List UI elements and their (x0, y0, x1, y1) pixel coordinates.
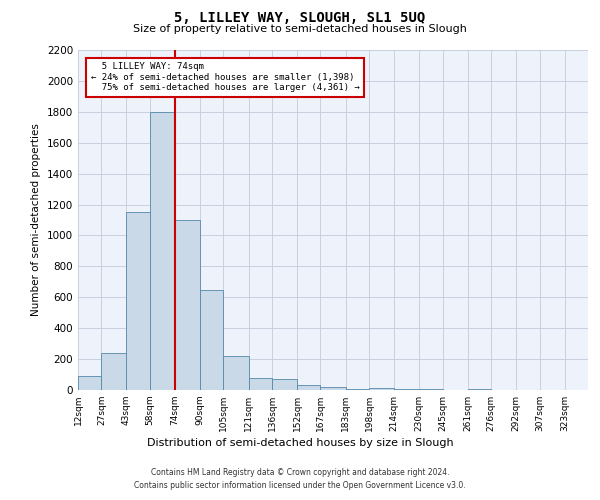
Bar (346, 389, 369, 390)
Bar (272, 379, 297, 390)
Text: Contains public sector information licensed under the Open Government Licence v3: Contains public sector information licen… (134, 482, 466, 490)
Bar (369, 388, 394, 390)
Y-axis label: Number of semi-detached properties: Number of semi-detached properties (31, 124, 41, 316)
Bar (78, 376, 101, 390)
Bar (101, 353, 127, 390)
Bar (419, 389, 443, 390)
Bar (467, 389, 491, 390)
Text: 5, LILLEY WAY, SLOUGH, SL1 5UQ: 5, LILLEY WAY, SLOUGH, SL1 5UQ (175, 11, 425, 25)
Bar (320, 387, 346, 390)
Text: Size of property relative to semi-detached houses in Slough: Size of property relative to semi-detach… (133, 24, 467, 34)
Text: Contains HM Land Registry data © Crown copyright and database right 2024.: Contains HM Land Registry data © Crown c… (151, 468, 449, 477)
Text: Distribution of semi-detached houses by size in Slough: Distribution of semi-detached houses by … (146, 438, 454, 448)
Bar (175, 220, 200, 390)
Bar (150, 112, 175, 390)
Bar (394, 389, 419, 390)
Bar (223, 356, 248, 390)
Bar (297, 386, 320, 390)
Bar (200, 290, 223, 390)
Bar (127, 212, 150, 390)
Text: 5 LILLEY WAY: 74sqm
← 24% of semi-detached houses are smaller (1,398)
  75% of s: 5 LILLEY WAY: 74sqm ← 24% of semi-detach… (91, 62, 359, 92)
Bar (248, 378, 272, 390)
